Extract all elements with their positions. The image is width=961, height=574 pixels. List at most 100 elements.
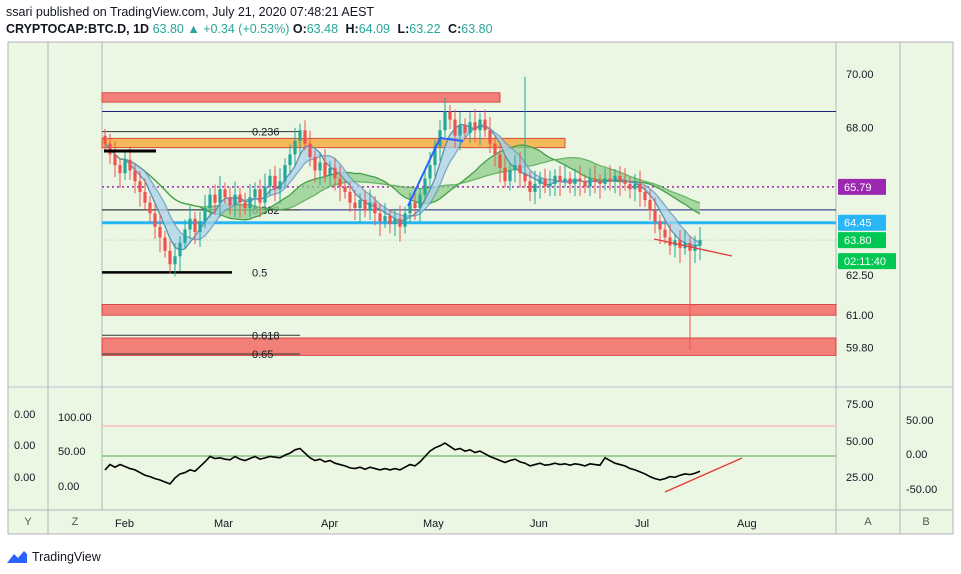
candle: [563, 165, 567, 188]
badge-bg: [838, 178, 886, 195]
candle-body: [528, 181, 532, 192]
candle-body: [483, 119, 487, 131]
candle: [363, 190, 367, 218]
candle-body: [203, 208, 207, 222]
candle: [463, 118, 467, 140]
candle-body: [398, 218, 402, 227]
green-ma-cloud-lower: [104, 143, 701, 211]
candle: [628, 177, 632, 199]
candle: [203, 194, 207, 229]
candle: [328, 161, 332, 186]
candle: [478, 112, 482, 146]
candle: [578, 165, 582, 196]
candle: [193, 212, 197, 245]
candle: [108, 133, 112, 164]
candle: [353, 189, 357, 221]
candle: [118, 158, 122, 188]
candle-body: [673, 240, 677, 246]
candle: [123, 149, 127, 180]
candle: [433, 139, 437, 178]
candle: [493, 136, 497, 167]
badge-bg: [838, 232, 886, 249]
candle-body: [423, 178, 427, 195]
candle-body: [328, 167, 332, 176]
candle-body: [508, 170, 512, 182]
candle: [593, 165, 597, 194]
candle: [378, 203, 382, 237]
badge-text: 63.80: [844, 235, 872, 247]
candle: [153, 203, 157, 239]
candle-body: [358, 199, 362, 208]
candle-body: [233, 194, 237, 206]
oscillator-line: [104, 442, 701, 485]
candle: [488, 117, 492, 154]
candle-body: [323, 162, 327, 176]
candle-body: [623, 181, 627, 184]
candle-body: [603, 178, 607, 184]
y-scale-button[interactable]: Y: [24, 516, 32, 528]
candle: [503, 154, 507, 188]
candle-body: [228, 197, 232, 206]
candle: [133, 163, 137, 194]
candle: [313, 150, 317, 183]
candle-body: [543, 178, 547, 187]
candle-body: [653, 210, 657, 222]
z-scale-button[interactable]: Z: [71, 516, 79, 528]
b-scale-button[interactable]: B: [922, 516, 930, 528]
candle-body: [428, 165, 432, 179]
high-value: 64.09: [358, 22, 390, 36]
candle: [343, 179, 347, 199]
osc-left-tick: 0.00: [58, 481, 79, 493]
red-zone-61: [101, 304, 837, 316]
candle-body: [238, 194, 242, 203]
osc-outer-left-tick: 0.00: [14, 472, 35, 484]
candle-body: [663, 229, 667, 238]
candle: [218, 176, 222, 218]
osc-mid-tick: 75.00: [846, 399, 874, 411]
open-label: O:: [292, 22, 307, 36]
candle-body: [168, 250, 172, 265]
candle-body: [213, 194, 217, 203]
candle-body: [383, 216, 387, 222]
candle: [648, 190, 652, 221]
candle-body: [648, 199, 652, 211]
publisher-line: ssari published on TradingView.com, July…: [6, 5, 375, 19]
fib-level-0-618: 0.618: [102, 330, 300, 342]
candle-body: [198, 221, 202, 233]
candle-body: [608, 178, 612, 182]
candle: [643, 185, 647, 207]
fib-label: 0.236: [252, 127, 280, 139]
candle: [553, 169, 557, 196]
candle-body: [493, 143, 497, 155]
candle-body: [473, 122, 477, 131]
candle-body: [558, 175, 562, 182]
candle-body: [158, 226, 162, 238]
candle-body: [413, 202, 417, 208]
candle: [293, 127, 297, 167]
candle-body: [533, 183, 537, 192]
candle: [668, 224, 672, 255]
candle-body: [138, 181, 142, 192]
candle-body: [453, 119, 457, 136]
candle: [373, 195, 377, 226]
candle: [673, 233, 677, 258]
pane-borders: [7, 41, 954, 535]
red-trendline: [653, 238, 733, 257]
candle-body: [333, 167, 337, 179]
candle: [518, 151, 522, 188]
price-tick: 59.80: [846, 342, 874, 354]
auto-scale-button[interactable]: A: [864, 516, 872, 528]
candle-body: [518, 165, 522, 174]
candle: [288, 144, 292, 175]
candle-body: [488, 130, 492, 144]
candle: [638, 170, 642, 207]
orange-zone: [101, 137, 566, 149]
candle-body: [293, 141, 297, 155]
top-red-zone: [101, 92, 501, 103]
osc-right-tick: 0.00: [906, 449, 927, 461]
candle-body: [628, 183, 632, 190]
tradingview-footer[interactable]: TradingView: [6, 548, 101, 566]
x-axis-label: May: [423, 518, 444, 530]
osc-pane-bg: [8, 388, 953, 510]
